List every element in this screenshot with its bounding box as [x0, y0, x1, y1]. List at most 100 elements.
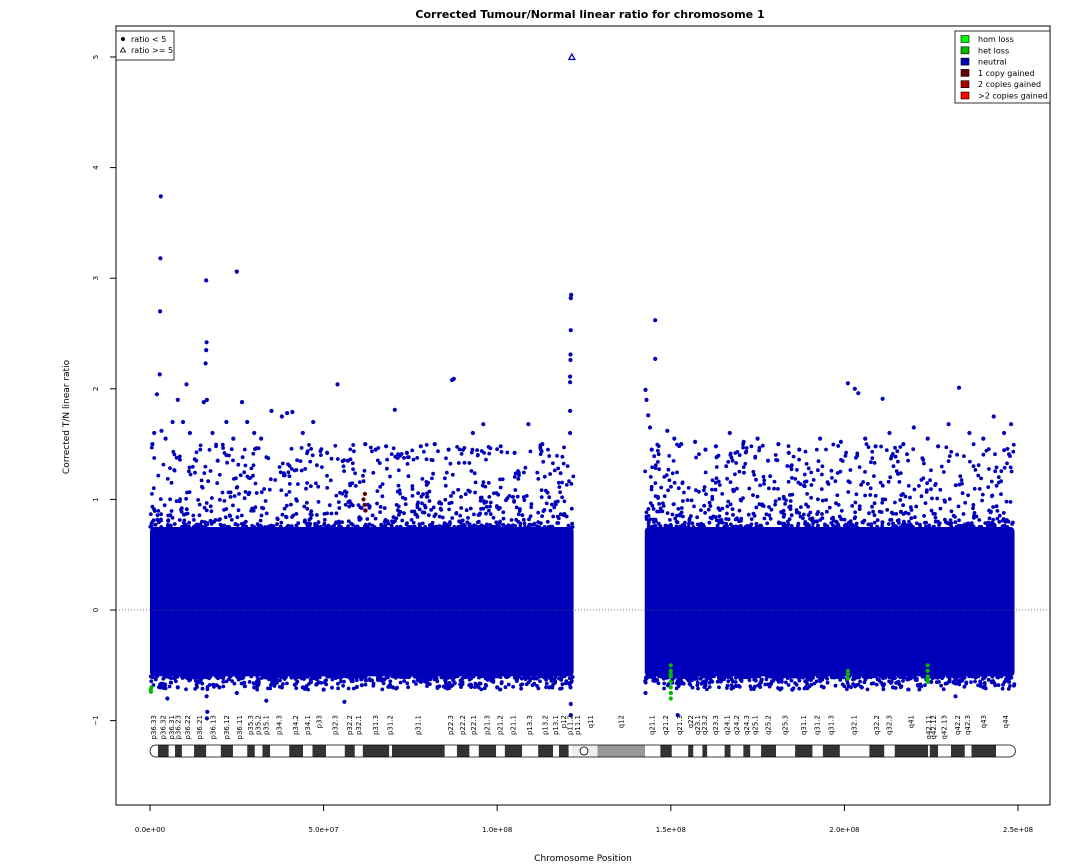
neutral-point	[830, 476, 834, 480]
neutral-point	[363, 674, 367, 679]
neutral-point	[894, 512, 899, 516]
neutral-point	[266, 686, 270, 691]
neutral-point	[459, 506, 464, 510]
neutral-point	[962, 675, 967, 680]
neutral-point	[398, 524, 403, 529]
point-neutral	[547, 685, 552, 690]
band-p13.2	[538, 745, 554, 757]
neutral-point	[966, 493, 970, 498]
neutral-point	[784, 674, 789, 679]
neutral-point	[544, 677, 548, 682]
legend-circle-icon	[121, 37, 125, 41]
neutral-point	[820, 464, 825, 469]
neutral-point	[295, 499, 299, 503]
band-q23.1	[693, 745, 703, 757]
neutral-point	[896, 472, 900, 476]
neutral-point	[825, 509, 829, 514]
neutral-point	[869, 522, 874, 526]
neutral-point	[163, 686, 168, 691]
neutral-point	[341, 683, 345, 688]
neutral-point	[196, 498, 201, 502]
point-neutral	[446, 447, 451, 452]
neutral-point	[707, 680, 712, 685]
neutral-point	[758, 523, 762, 528]
neutral-point	[737, 453, 742, 457]
neutral-point	[654, 519, 658, 524]
symbol-legend-label: ratio >= 5	[131, 46, 173, 55]
neutral-point	[202, 505, 207, 510]
neutral-point	[210, 496, 214, 500]
neutral-point	[655, 448, 660, 453]
band-label: p21.1	[510, 715, 518, 735]
neutral-point	[440, 515, 445, 520]
neutral-point	[563, 681, 568, 686]
neutral-point	[891, 521, 895, 526]
neutral-point	[420, 477, 425, 481]
band-q42.11	[928, 745, 930, 757]
point-neutral	[1009, 422, 1014, 427]
neutral-point	[560, 480, 564, 485]
neutral-point	[429, 523, 434, 527]
neutral-point	[150, 492, 154, 496]
neutral-point	[803, 685, 808, 690]
neutral-point	[794, 510, 799, 515]
neutral-point	[957, 518, 961, 523]
neutral-point	[307, 443, 311, 447]
neutral-point	[472, 471, 477, 476]
neutral-point	[315, 523, 319, 528]
neutral-point	[857, 507, 862, 511]
neutral-point	[254, 491, 259, 495]
neutral-point	[933, 519, 938, 524]
band-label: p34.3	[276, 715, 284, 735]
neutral-point	[243, 519, 248, 524]
neutral-point	[726, 499, 731, 504]
band-label: q23.1	[694, 715, 702, 735]
point-neutral	[991, 414, 996, 419]
neutral-point	[559, 674, 564, 679]
neutral-point	[420, 510, 425, 515]
neutral-point	[505, 496, 510, 501]
neutral-point	[912, 487, 917, 492]
neutral-point	[781, 674, 786, 679]
neutral-point	[824, 447, 828, 452]
neutral-point	[148, 512, 153, 516]
neutral-point	[768, 683, 772, 688]
neutral-point	[777, 497, 782, 501]
neutral-point	[870, 449, 875, 454]
neutral-point	[551, 682, 555, 687]
neutral-point	[956, 504, 961, 509]
neutral-point	[941, 470, 946, 474]
neutral-point	[382, 520, 387, 524]
neutral-point	[492, 674, 497, 679]
band-p36.33	[150, 745, 158, 757]
point-neutral	[693, 439, 698, 444]
neutral-point	[790, 476, 794, 480]
neutral-point	[951, 513, 956, 518]
neutral-point	[253, 481, 258, 486]
band-label: p36.33	[150, 715, 158, 739]
neutral-point	[327, 503, 332, 508]
neutral-point	[498, 674, 502, 679]
neutral-point	[523, 525, 527, 529]
neutral-point	[486, 674, 490, 679]
neutral-point	[799, 505, 803, 509]
neutral-point	[880, 500, 885, 505]
neutral-point	[725, 675, 730, 679]
band-label: q24.1	[724, 715, 732, 735]
point-neutral	[703, 683, 708, 688]
neutral-point	[242, 447, 247, 452]
neutral-point	[435, 679, 440, 684]
point-neutral	[644, 397, 649, 402]
neutral-point	[717, 514, 722, 519]
point-neutral	[189, 674, 194, 679]
neutral-point	[1000, 686, 1005, 691]
neutral-point	[854, 525, 859, 529]
neutral-point	[190, 464, 195, 469]
neutral-point	[702, 488, 706, 493]
neutral-point	[375, 501, 379, 506]
point-neutral	[727, 430, 732, 436]
neutral-point	[194, 450, 199, 455]
neutral-point	[354, 678, 359, 683]
neutral-point	[869, 524, 874, 529]
neutral-point	[359, 506, 364, 510]
